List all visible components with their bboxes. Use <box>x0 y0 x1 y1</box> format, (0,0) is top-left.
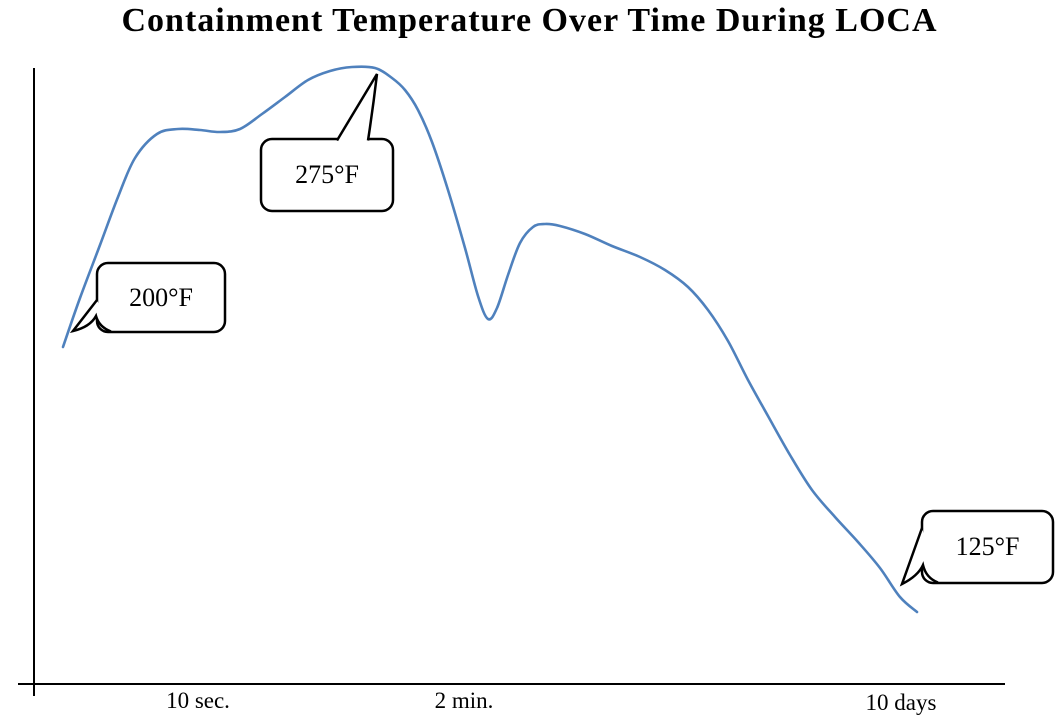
callout-200f-box <box>95 261 227 334</box>
callout-275f-tail <box>335 73 379 142</box>
callout-275f-box <box>259 137 395 213</box>
x-tick-2min: 2 min. <box>434 688 494 713</box>
callout-200f <box>69 261 227 334</box>
callout-125f <box>899 509 1055 587</box>
temperature-curve <box>61 65 919 614</box>
callout-275f <box>259 73 395 213</box>
callout-200f-tail <box>69 299 112 334</box>
chart-title: Containment Temperature Over Time During… <box>121 2 938 39</box>
x-tick-10sec: 10 sec. <box>166 688 230 713</box>
x-tick-10days: 10 days <box>865 690 937 715</box>
callout-125f-tail <box>899 527 939 587</box>
callout-125f-box <box>920 509 1055 585</box>
